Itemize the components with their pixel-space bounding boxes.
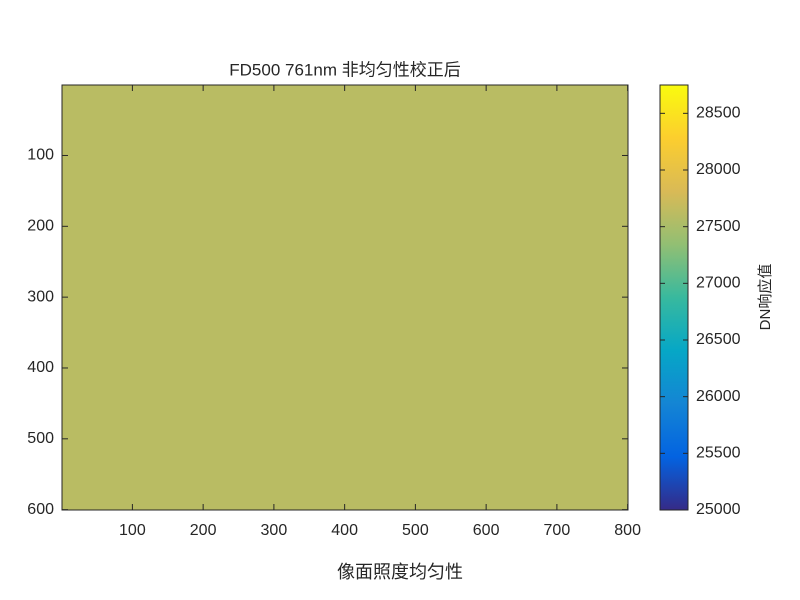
colorbar-tick-label: 27500: [696, 218, 741, 235]
x-tick-label: 700: [544, 522, 571, 539]
colorbar-tick-label: 26000: [696, 388, 741, 405]
y-tick-label: 600: [27, 501, 54, 518]
x-tick-label: 300: [261, 522, 288, 539]
chart-title: FD500 761nm 非均匀性校正后: [229, 60, 460, 79]
x-tick-label: 100: [119, 522, 146, 539]
colorbar-tick-label: 28500: [696, 105, 741, 122]
colorbar-tick-label: 28000: [696, 161, 741, 178]
colorbar-tick-label: 25500: [696, 445, 741, 462]
x-tick-label: 400: [331, 522, 358, 539]
colorbar: [659, 84, 689, 511]
x-axis-label: 像面照度均匀性: [337, 562, 463, 582]
x-tick-label: 800: [614, 522, 641, 539]
colorbar-tick-label: 26500: [696, 331, 741, 348]
y-tick-label: 100: [27, 147, 54, 164]
y-tick-label: 300: [27, 288, 54, 305]
image-cell: [62, 85, 628, 510]
colorbar-tick-label: 27000: [696, 275, 741, 292]
y-tick-label: 200: [27, 218, 54, 235]
colorbar-tick-label: 25000: [696, 501, 741, 518]
colorbar-label: DN响应值: [756, 264, 774, 331]
x-tick-label: 200: [190, 522, 217, 539]
y-tick-label: 400: [27, 359, 54, 376]
x-tick-label: 600: [473, 522, 500, 539]
x-tick-label: 500: [402, 522, 429, 539]
y-tick-label: 500: [27, 430, 54, 447]
